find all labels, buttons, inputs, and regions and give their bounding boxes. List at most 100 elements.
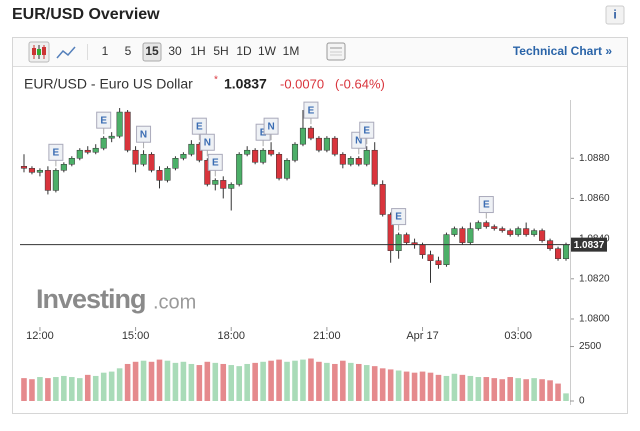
interval-button[interactable]: 1W <box>258 44 277 58</box>
volume-bar <box>212 362 219 401</box>
event-marker[interactable] <box>96 111 112 129</box>
volume-bar <box>292 360 298 401</box>
line-icon[interactable] <box>56 46 76 59</box>
event-marker[interactable] <box>207 153 223 171</box>
interval-button[interactable]: 5H <box>213 44 228 58</box>
event-label[interactable]: E <box>212 157 219 168</box>
candle-body <box>180 153 187 159</box>
interval-button[interactable]: 1H <box>190 44 205 58</box>
candle-body <box>403 234 410 243</box>
candle-body <box>212 180 219 185</box>
interval-button[interactable]: 1M <box>283 44 300 58</box>
candle-body <box>52 170 59 191</box>
toolbar <box>13 38 627 66</box>
event-marker[interactable] <box>478 196 494 214</box>
event-label[interactable]: E <box>53 147 60 158</box>
candle-body <box>539 230 546 241</box>
interval-button[interactable]: 1 <box>102 44 109 58</box>
volume-bar <box>196 365 203 401</box>
candle-body <box>268 149 275 155</box>
interval-button[interactable]: 15 <box>145 44 159 58</box>
event-label[interactable]: N <box>140 129 147 140</box>
volume-bar <box>379 368 386 401</box>
candle-body <box>76 149 83 159</box>
volume-bar <box>515 378 521 401</box>
candle-icon[interactable] <box>28 41 50 63</box>
candle-body <box>124 111 131 151</box>
candle-body <box>387 214 394 251</box>
instrument-name: EUR/USD - Euro US Dollar <box>24 76 193 92</box>
x-tick-label: 18:00 <box>217 330 245 342</box>
event-label[interactable]: N <box>355 135 362 146</box>
y-tick-label: 1.0820 <box>579 273 610 284</box>
event-label[interactable]: E <box>308 105 315 116</box>
volume-bar <box>475 377 482 401</box>
candle-body <box>276 153 283 179</box>
event-marker[interactable] <box>191 117 207 135</box>
x-tick-label: 03:00 <box>504 330 532 342</box>
settings-icon[interactable] <box>326 42 346 61</box>
event-label[interactable]: E <box>100 115 107 126</box>
interval-button[interactable]: 1D <box>236 44 252 58</box>
candle-body <box>299 127 307 145</box>
event-marker[interactable] <box>199 133 215 151</box>
candle-body <box>427 254 434 261</box>
volume-bar <box>260 361 266 401</box>
event-label[interactable]: E <box>196 121 203 132</box>
active-button[interactable] <box>142 42 162 62</box>
volume-bar <box>188 363 195 401</box>
y-tick-label: 1.0800 <box>579 314 610 325</box>
candle-body <box>244 149 251 155</box>
event-marker[interactable] <box>303 101 319 119</box>
event-label[interactable]: E <box>260 127 267 138</box>
event-marker[interactable] <box>263 117 279 135</box>
candle-body <box>28 168 35 173</box>
candle-body <box>347 158 354 165</box>
volume-bar <box>124 363 131 401</box>
event-label[interactable]: N <box>204 137 211 148</box>
volume-bar <box>435 374 442 401</box>
event-label[interactable]: E <box>483 200 490 211</box>
candle-body <box>84 149 91 153</box>
watermark-brand: Investing <box>36 284 146 314</box>
x-tick-label: 21:00 <box>313 330 341 342</box>
candle-body <box>315 137 322 151</box>
technical-chart-link[interactable]: Technical Chart » <box>513 44 612 58</box>
info-button[interactable] <box>605 5 625 25</box>
volume-bar <box>252 362 258 401</box>
volume-bar <box>411 372 418 401</box>
volume-bar <box>276 359 282 401</box>
volume-bar <box>403 371 410 401</box>
candle-body <box>196 143 203 161</box>
event-label[interactable]: E <box>395 212 402 223</box>
event-marker[interactable] <box>359 121 375 139</box>
event-marker[interactable] <box>391 208 407 226</box>
volume-bar <box>140 360 147 401</box>
event-marker[interactable] <box>136 125 152 143</box>
event-marker[interactable] <box>48 143 64 161</box>
volume-bar <box>451 373 458 401</box>
volume-bar <box>100 372 107 401</box>
candle-body <box>60 164 67 171</box>
event-label[interactable]: N <box>267 121 274 132</box>
volume-bar <box>108 371 115 401</box>
candle-body <box>44 170 51 191</box>
volume-bar <box>332 363 338 401</box>
volume-bar <box>507 377 514 401</box>
candle-body <box>164 168 171 181</box>
event-label[interactable]: E <box>363 125 370 136</box>
candle-body <box>491 226 498 229</box>
volume-bar <box>300 359 306 401</box>
candle-body <box>379 184 386 215</box>
y-tick-label: 1.0860 <box>579 193 610 204</box>
x-tick-label: 15:00 <box>122 330 150 342</box>
candle-body <box>204 160 211 185</box>
volume-bar <box>116 368 123 401</box>
info-icon[interactable]: i <box>613 8 616 22</box>
candle-body <box>419 244 426 255</box>
volume-bar <box>467 375 474 401</box>
price-change: -0.0070 <box>280 76 324 91</box>
interval-button[interactable]: 30 <box>168 44 182 58</box>
interval-button[interactable]: 5 <box>125 44 132 58</box>
